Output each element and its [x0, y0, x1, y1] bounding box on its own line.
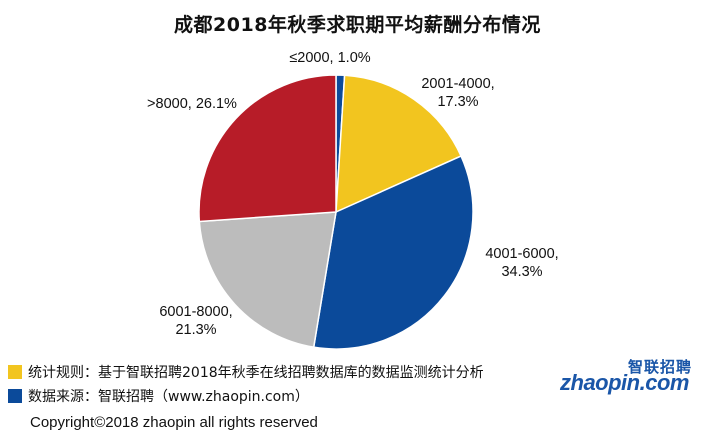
logo-en-text: zhaopin.com	[560, 370, 689, 395]
footnote-source: 数据来源：智联招聘（www.zhaopin.com）	[8, 386, 309, 406]
pie-slice-2	[312, 155, 474, 350]
pie-slice-3	[198, 211, 337, 349]
blue-swatch-icon	[8, 389, 22, 403]
yellow-swatch-icon	[8, 365, 22, 379]
slice-label-0: ≤2000, 1.0%	[289, 50, 370, 66]
footnote-source-text: 数据来源：智联招聘（www.zhaopin.com）	[28, 389, 309, 405]
slice-label-4: >8000, 26.1%	[147, 96, 237, 112]
footnote-rule: 统计规则：基于智联招聘2018年秋季在线招聘数据库的数据监测统计分析	[8, 362, 484, 382]
footnote-rule-text: 统计规则：基于智联招聘2018年秋季在线招聘数据库的数据监测统计分析	[28, 365, 484, 381]
pie-slice-1	[335, 74, 463, 214]
chart-title: 成都2018年秋季求职期平均薪酬分布情况	[174, 14, 541, 36]
logo-cn-text: 智联招聘	[627, 358, 692, 376]
slice-label-1: 2001-4000, 17.3%	[421, 76, 494, 110]
copyright-text: Copyright©2018 zhaopin all rights reserv…	[30, 414, 318, 431]
slice-label-3: 6001-8000, 21.3%	[159, 304, 232, 338]
slice-label-2: 4001-6000, 34.3%	[485, 246, 558, 280]
pie-slice-4	[198, 74, 337, 223]
zhaopin-logo: 智联招聘 zhaopin.com	[560, 356, 710, 396]
